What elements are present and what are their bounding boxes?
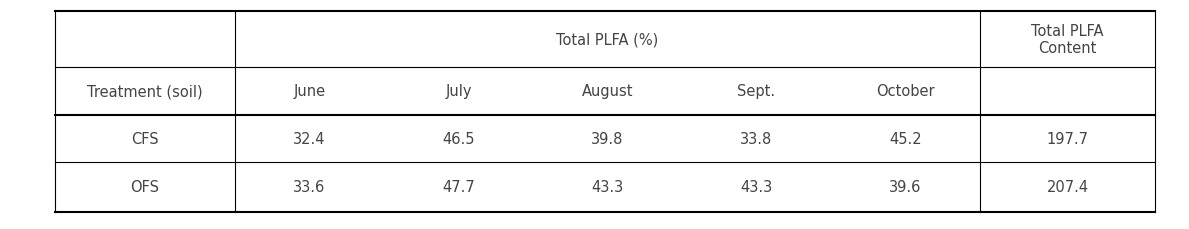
Text: August: August: [581, 84, 634, 99]
Text: Total PLFA (%): Total PLFA (%): [556, 32, 659, 47]
Text: CFS: CFS: [131, 131, 159, 146]
Text: 43.3: 43.3: [741, 180, 773, 195]
Text: 46.5: 46.5: [442, 131, 474, 146]
Text: July: July: [445, 84, 472, 99]
Text: October: October: [876, 84, 935, 99]
Text: 47.7: 47.7: [442, 180, 474, 195]
Text: 207.4: 207.4: [1046, 180, 1089, 195]
Text: 43.3: 43.3: [591, 180, 623, 195]
Text: 33.6: 33.6: [294, 180, 326, 195]
Text: 39.8: 39.8: [591, 131, 624, 146]
Text: Sept.: Sept.: [737, 84, 775, 99]
Text: 33.8: 33.8: [741, 131, 773, 146]
Text: Treatment (soil): Treatment (soil): [87, 84, 203, 99]
Text: June: June: [294, 84, 326, 99]
Text: Total PLFA
Content: Total PLFA Content: [1031, 24, 1103, 56]
Text: OFS: OFS: [131, 180, 159, 195]
Text: 45.2: 45.2: [889, 131, 921, 146]
Text: 197.7: 197.7: [1046, 131, 1088, 146]
Text: 32.4: 32.4: [294, 131, 326, 146]
Text: 39.6: 39.6: [889, 180, 921, 195]
